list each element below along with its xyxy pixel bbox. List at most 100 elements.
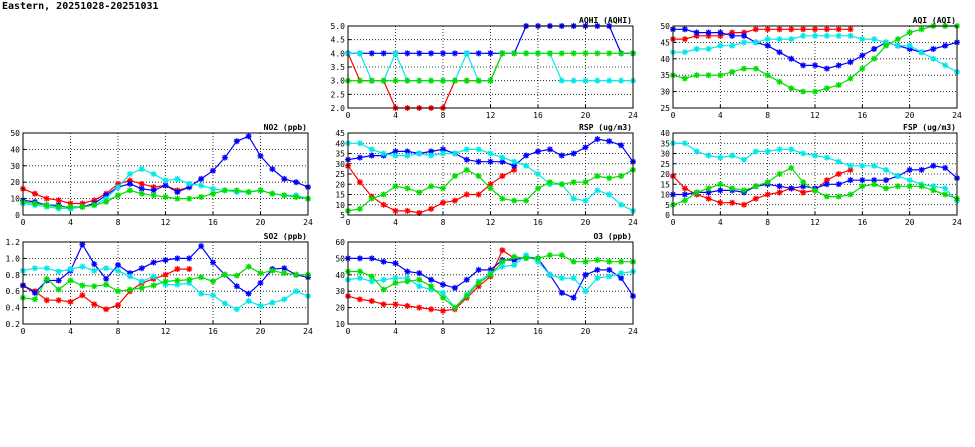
fsp-red-point <box>729 199 736 206</box>
so2-blue-point <box>281 265 288 272</box>
fsp-xtick-label: 12 <box>810 218 820 227</box>
no2-cyan-point <box>198 182 205 189</box>
fsp-blue-point <box>776 183 783 190</box>
rsp-cyan-point <box>582 197 589 204</box>
aqi-blue-point <box>823 65 830 72</box>
fsp-cyan-point <box>835 158 842 165</box>
rsp-xtick-label: 24 <box>628 218 638 227</box>
rsp-blue-point <box>499 158 506 165</box>
aqi-green-point <box>800 88 807 95</box>
no2-cyan-point <box>150 171 157 177</box>
aqi-blue-point <box>812 62 818 69</box>
o3-red-point <box>416 304 423 311</box>
rsp-green-point <box>368 195 375 202</box>
aqi-blue-point <box>942 42 949 49</box>
aqhi-green-point <box>546 50 553 57</box>
no2-title: NO2 (ppb) <box>264 123 307 132</box>
no2-red-point <box>115 180 121 187</box>
aqi-cyan-point <box>859 36 866 43</box>
no2-red-point <box>138 180 145 187</box>
fsp-blue-point <box>847 177 854 184</box>
aqhi-green-point <box>499 50 506 57</box>
aqi-green-point <box>776 78 783 85</box>
fsp-xtick-label: 20 <box>905 218 915 227</box>
aqi-ytick-label: 30 <box>660 88 670 97</box>
aqhi-green-point <box>463 77 470 84</box>
so2-xtick-label: 4 <box>68 327 73 336</box>
fsp-cyan-point <box>788 146 795 153</box>
o3-ytick-label: 20 <box>335 304 345 313</box>
fsp-green-point <box>788 164 795 171</box>
o3-green-point <box>451 304 458 311</box>
fsp-blue-point <box>800 183 807 190</box>
o3-cyan-point <box>546 271 553 278</box>
o3-cyan-point <box>428 286 435 293</box>
no2-green-point <box>115 192 121 199</box>
no2-green-point <box>103 198 110 205</box>
no2-red-point <box>67 200 74 207</box>
rsp-blue-point <box>594 136 601 143</box>
so2-blue-point <box>233 283 240 290</box>
so2-green-point <box>31 296 38 303</box>
fsp-cyan-point <box>681 140 688 147</box>
aqi-xtick-label: 24 <box>952 111 962 120</box>
fsp-cyan-point <box>883 166 889 173</box>
fsp-cyan-point <box>776 146 783 153</box>
rsp-cyan-point <box>487 150 494 157</box>
fsp-green-point <box>847 191 854 198</box>
aqhi-ytick-label: 5.0 <box>331 22 346 31</box>
o3-xtick-label: 0 <box>346 327 351 336</box>
aqhi-green-point <box>475 77 482 84</box>
aqi-cyan-point <box>729 42 736 49</box>
o3-cyan-point <box>368 278 375 285</box>
rsp-green-point <box>594 173 601 180</box>
fsp-blue-point <box>906 166 913 173</box>
no2-cyan-point <box>186 180 193 187</box>
o3-blue-point <box>416 270 423 277</box>
aqhi-green-point <box>440 77 446 84</box>
fsp-cyan-point <box>752 148 759 155</box>
no2-blue-point <box>233 138 240 145</box>
so2-green-point <box>257 270 264 277</box>
aqi-green-point <box>752 65 759 72</box>
fsp-ytick-label: 5 <box>665 201 670 210</box>
aqi-blue-point <box>681 26 688 33</box>
aqi-red-point <box>812 26 818 33</box>
aqi-chart: 0 4 8 12 16 20 24 25 30 35 40 45 50 AQI (AQI) <box>660 16 962 120</box>
rsp-cyan-point <box>594 187 601 194</box>
aqi-cyan-point <box>717 42 724 49</box>
aqi-green-point <box>705 72 712 79</box>
so2-green-point <box>126 286 133 293</box>
no2-red-point <box>79 200 86 207</box>
rsp-ytick-label: 10 <box>335 201 345 210</box>
aqi-cyan-point <box>776 36 783 43</box>
fsp-blue-point <box>823 181 830 188</box>
aqhi-green-point <box>404 77 411 84</box>
no2-blue-point <box>103 192 110 199</box>
fsp-green-point <box>894 183 901 190</box>
o3-green-point <box>546 252 553 259</box>
fsp-green-point <box>823 193 830 200</box>
fsp-cyan-point <box>741 156 747 163</box>
o3-green-point <box>368 273 375 280</box>
o3-ytick-label: 50 <box>335 254 345 263</box>
rsp-cyan-point <box>523 162 530 169</box>
no2-blue-point <box>126 180 133 187</box>
so2-ytick-label: 0.6 <box>6 287 21 296</box>
so2-green-point <box>55 286 62 293</box>
fsp-red-point <box>847 166 854 173</box>
no2-xtick-label: 12 <box>161 218 171 227</box>
aqi-blue-point <box>800 62 807 69</box>
so2-blue-point <box>115 261 121 268</box>
o3-blue-point <box>440 281 446 288</box>
no2-green-point <box>293 193 300 200</box>
so2-title: SO2 (ppb) <box>264 232 307 241</box>
so2-red-point <box>79 292 86 299</box>
rsp-blue-point <box>440 146 446 153</box>
so2-blue-point <box>103 275 110 282</box>
o3-blue-point <box>428 276 435 283</box>
rsp-cyan-point <box>380 150 387 157</box>
rsp-blue-point <box>463 156 470 163</box>
aqhi-cyan-point <box>582 77 589 84</box>
o3-blue-point <box>380 258 387 265</box>
